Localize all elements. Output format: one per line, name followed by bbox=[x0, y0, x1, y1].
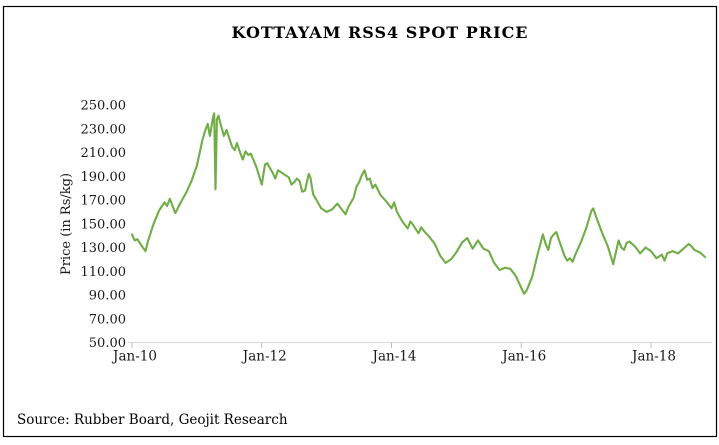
y-tick-label: 230.00 bbox=[81, 122, 127, 137]
y-tick-label: 210.00 bbox=[81, 146, 127, 161]
x-tick-label: Jan-10 bbox=[111, 349, 157, 365]
source-text: Source: Rubber Board, Geojit Research bbox=[17, 412, 288, 428]
x-axis: Jan-10 Jan-12 Jan-14 Jan-16 Jan-18 bbox=[111, 342, 712, 365]
y-tick-label: 150.00 bbox=[81, 217, 127, 232]
price-line bbox=[130, 112, 707, 295]
y-tick-label: 70.00 bbox=[89, 312, 126, 327]
x-tick-label: Jan-16 bbox=[500, 349, 546, 365]
y-tick-label: 110.00 bbox=[81, 265, 127, 280]
y-axis-tick-labels: 250.00 230.00 210.00 190.00 170.00 150.00 130.… bbox=[81, 99, 127, 352]
x-tick-label: Jan-18 bbox=[630, 349, 676, 365]
y-tick-label: 190.00 bbox=[81, 170, 127, 185]
x-tick-label: Jan-12 bbox=[241, 349, 287, 365]
y-tick-label: 130.00 bbox=[81, 241, 127, 256]
y-tick-label: 250.00 bbox=[81, 99, 127, 114]
y-axis-title: Price (in Rs/kg) bbox=[59, 173, 74, 275]
chart-title: KOTTAYAM RSS4 SPOT PRICE bbox=[232, 23, 529, 42]
y-tick-label: 90.00 bbox=[89, 289, 126, 304]
chart-frame bbox=[2, 5, 718, 438]
x-tick-label: Jan-14 bbox=[371, 349, 417, 365]
y-tick-label: 50.00 bbox=[89, 336, 126, 351]
y-tick-label: 170.00 bbox=[81, 194, 127, 209]
